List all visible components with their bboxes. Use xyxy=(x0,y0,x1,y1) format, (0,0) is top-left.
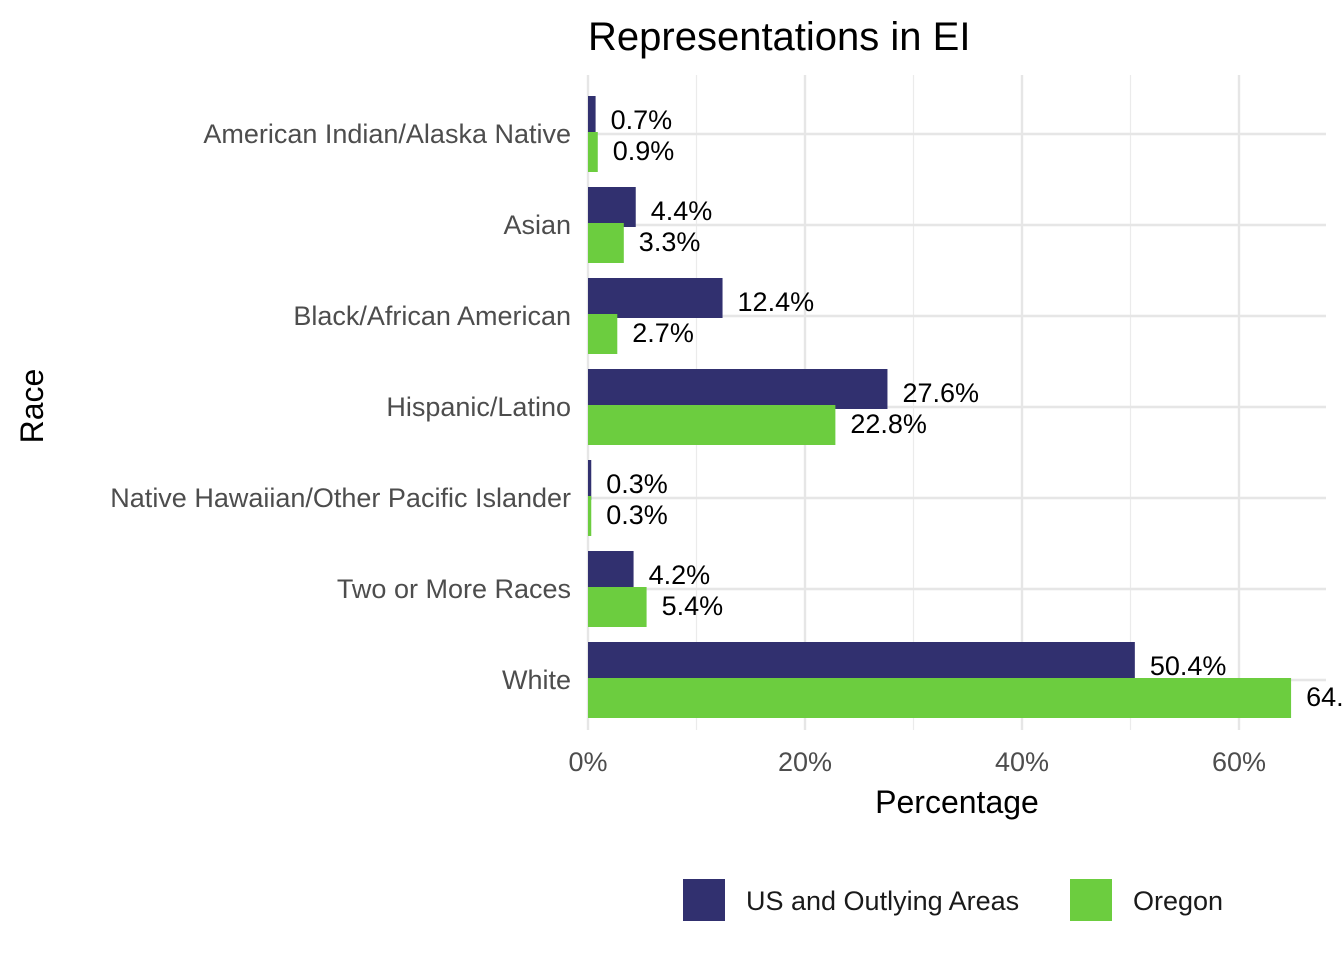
bar-us xyxy=(588,642,1135,682)
data-label: 0.9% xyxy=(613,136,675,166)
bar-oregon xyxy=(588,496,592,536)
x-tick-label: 0% xyxy=(568,747,607,777)
x-tick-label: 20% xyxy=(778,747,832,777)
data-label: 0.7% xyxy=(611,105,673,135)
y-tick-label: Asian xyxy=(503,210,571,240)
bar-us xyxy=(588,460,592,500)
x-tick-label: 60% xyxy=(1212,747,1266,777)
data-label: 64.8% xyxy=(1306,682,1344,712)
data-labels: 0.7%0.9% 4.4%3.3% 12.4% 2.7% 27.6%22.8% 0.3%0… xyxy=(606,105,1344,712)
y-axis-tick-labels: American Indian/Alaska Native Asian Black/… xyxy=(110,119,571,695)
bars xyxy=(588,96,1292,718)
bar-us xyxy=(588,278,723,318)
y-tick-label: White xyxy=(502,665,571,695)
bar-oregon xyxy=(588,223,624,263)
y-tick-label: Hispanic/Latino xyxy=(386,392,571,422)
data-label: 4.2% xyxy=(649,560,711,590)
bar-oregon xyxy=(588,678,1292,718)
legend-label: US and Outlying Areas xyxy=(746,886,1019,916)
y-tick-label: Two or More Races xyxy=(337,574,571,604)
legend-label: Oregon xyxy=(1133,886,1223,916)
bar-us xyxy=(588,369,888,409)
legend: US and Outlying Areas Oregon xyxy=(683,879,1223,921)
legend-key-oregon xyxy=(1070,879,1112,921)
bar-oregon xyxy=(588,587,647,627)
bar-us xyxy=(588,187,636,227)
data-label: 5.4% xyxy=(662,591,724,621)
x-axis-title: Percentage xyxy=(875,784,1039,820)
bar-oregon xyxy=(588,132,598,172)
data-label: 27.6% xyxy=(902,378,979,408)
y-axis-title: Race xyxy=(14,369,50,444)
data-label: 3.3% xyxy=(639,227,701,257)
y-tick-label: Black/African American xyxy=(293,301,571,331)
y-tick-label: Native Hawaiian/Other Pacific Islander xyxy=(110,483,571,513)
data-label: 4.4% xyxy=(651,196,713,226)
data-label: 0.3% xyxy=(606,500,668,530)
bar-us xyxy=(588,96,596,136)
x-axis-tick-labels: 0% 20% 40% 60% xyxy=(568,747,1266,777)
data-label: 2.7% xyxy=(632,318,694,348)
bar-oregon xyxy=(588,314,618,354)
bar-us xyxy=(588,551,634,591)
data-label: 50.4% xyxy=(1150,651,1227,681)
data-label: 22.8% xyxy=(850,409,927,439)
legend-key-us xyxy=(683,879,725,921)
y-tick-label: American Indian/Alaska Native xyxy=(203,119,571,149)
data-label: 0.3% xyxy=(606,469,668,499)
data-label: 12.4% xyxy=(738,287,815,317)
x-tick-label: 40% xyxy=(995,747,1049,777)
chart-title: Representations in EI xyxy=(588,15,970,59)
bar-oregon xyxy=(588,405,836,445)
